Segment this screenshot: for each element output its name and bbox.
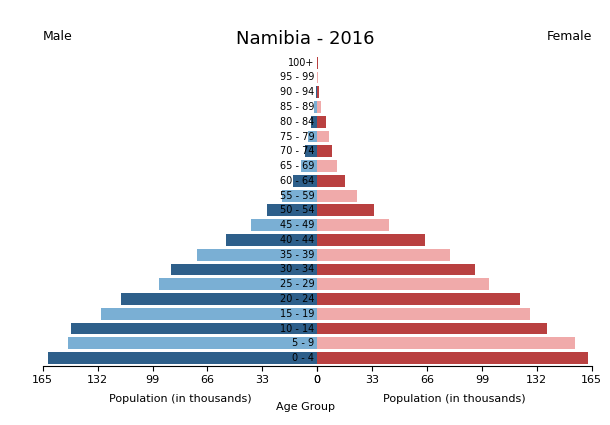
- Bar: [317, 337, 575, 349]
- Bar: [317, 130, 329, 142]
- X-axis label: Population (in thousands): Population (in thousands): [383, 394, 526, 404]
- Bar: [68, 337, 317, 349]
- Bar: [305, 145, 317, 157]
- Bar: [317, 219, 389, 231]
- Bar: [316, 86, 317, 98]
- Bar: [308, 130, 317, 142]
- Bar: [317, 204, 374, 216]
- Bar: [317, 249, 450, 261]
- Bar: [121, 293, 317, 305]
- X-axis label: Population (in thousands): Population (in thousands): [109, 394, 251, 404]
- Text: Male: Male: [43, 30, 73, 43]
- Bar: [267, 204, 317, 216]
- Bar: [317, 234, 425, 246]
- Bar: [310, 116, 317, 128]
- Bar: [171, 264, 317, 275]
- Bar: [317, 352, 589, 364]
- Text: Age Group: Age Group: [276, 402, 334, 412]
- Text: Namibia - 2016: Namibia - 2016: [235, 30, 375, 48]
- Bar: [317, 145, 332, 157]
- Bar: [48, 352, 317, 364]
- Bar: [317, 323, 547, 334]
- Bar: [198, 249, 317, 261]
- Bar: [317, 190, 357, 201]
- Bar: [317, 116, 326, 128]
- Bar: [301, 160, 317, 172]
- Bar: [226, 234, 317, 246]
- Text: Female: Female: [547, 30, 592, 43]
- Bar: [314, 101, 317, 113]
- Bar: [317, 308, 530, 320]
- Bar: [317, 293, 520, 305]
- Bar: [317, 175, 345, 187]
- Bar: [293, 175, 317, 187]
- Bar: [317, 264, 475, 275]
- Bar: [159, 278, 317, 290]
- Bar: [251, 219, 317, 231]
- Bar: [317, 160, 337, 172]
- Bar: [317, 71, 318, 83]
- Bar: [317, 278, 489, 290]
- Bar: [282, 190, 317, 201]
- Bar: [71, 323, 317, 334]
- Bar: [317, 101, 321, 113]
- Bar: [101, 308, 317, 320]
- Bar: [317, 86, 318, 98]
